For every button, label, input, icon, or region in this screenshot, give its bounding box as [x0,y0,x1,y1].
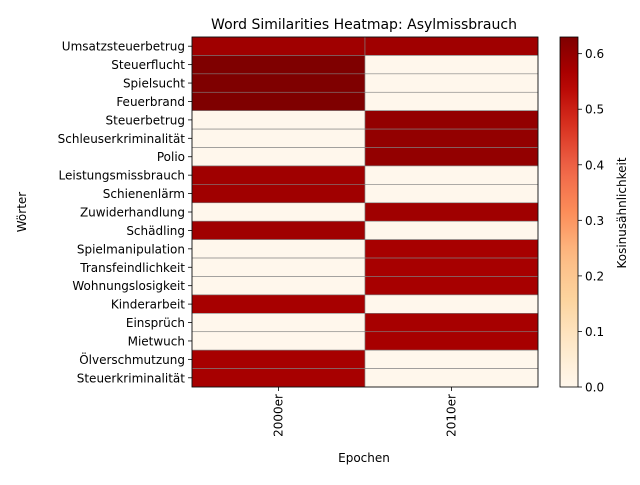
heatmap-cell [364,184,539,204]
heatmap-cell [364,220,539,240]
heatmap-cell [191,294,366,314]
heatmap-cell [364,147,539,167]
heatmap-cell [191,202,366,222]
heatmap-cell [191,239,366,259]
heatmap-cell [364,276,539,296]
heatmap-cell [191,349,366,369]
y-axis-ticks: Umsatzsteuerbetrug Steuerflucht Spielsucht… [58,40,192,385]
x-tick-label: 2010er [445,394,459,437]
colorbar-tick-label: 0.2 [585,269,604,283]
heatmap-cell [364,91,539,111]
y-tick-label: Steuerkriminalität [77,371,186,385]
heatmap-cell [191,55,366,75]
heatmap-cell [364,331,539,351]
heatmap-cell [191,257,366,277]
heatmap-cell [191,220,366,240]
heatmap-cell [191,91,366,111]
heatmap-cell [191,73,366,93]
y-tick-label: Mietwuch [128,334,185,348]
heatmap-cell [191,184,366,204]
heatmap-cell [364,202,539,222]
y-tick-label: Einsprüch [126,316,185,330]
heatmap-cell [191,276,366,296]
y-tick-label: Umsatzsteuerbetrug [62,40,185,54]
heatmap-cell [364,165,539,185]
y-tick-label: Schädling [126,224,185,238]
y-tick-label: Feuerbrand [116,95,185,109]
colorbar-tick-label: 0.1 [585,325,604,339]
colorbar: 0.0 0.1 0.2 0.3 0.4 0.5 0.6 [559,36,604,395]
heatmap-cell [191,331,366,351]
heatmap-cell [364,128,539,148]
y-tick-label: Leistungsmissbrauch [59,169,185,183]
heatmap-cell [191,110,366,130]
y-tick-label: Transfeindlichkeit [79,261,185,275]
y-tick-label: Zuwiderhandlung [80,206,185,220]
heatmap-cell [191,128,366,148]
heatmap-cell [191,165,366,185]
heatmap-cells [191,36,539,388]
x-axis-ticks: 2000er 2010er [272,387,459,437]
heatmap-cell [364,73,539,93]
heatmap-cell [364,313,539,333]
heatmap-cell [364,294,539,314]
heatmap-cell [364,349,539,369]
colorbar-gradient [559,36,579,388]
colorbar-tick-label: 0.6 [585,47,604,61]
colorbar-tick-label: 0.5 [585,103,604,117]
colorbar-tick-label: 0.4 [585,158,604,172]
heatmap-cell [364,368,539,388]
colorbar-tick-label: 0.3 [585,214,604,228]
y-tick-label: Polio [157,150,185,164]
heatmap-cell [191,313,366,333]
y-tick-label: Wohnungslosigkeit [72,279,185,293]
x-axis-label: Epochen [338,451,390,465]
heatmap-cell [364,110,539,130]
heatmap-cell [191,147,366,167]
heatmap-cell [364,36,539,56]
y-tick-label: Kinderarbeit [111,298,185,312]
y-axis-label: Wörter [15,192,29,233]
y-tick-label: Steuerflucht [111,58,185,72]
y-tick-label: Schleuserkriminalität [58,132,186,146]
y-tick-label: Spielsucht [123,77,185,91]
heatmap-cell [364,55,539,75]
heatmap-cell [364,239,539,259]
y-tick-label: Schienenlärm [103,187,185,201]
x-tick-label: 2000er [272,394,286,437]
colorbar-label: Kosinusähnlichkeit [615,157,629,268]
y-tick-label: Steuerbetrug [106,113,186,127]
y-tick-label: Ölverschmutzung [79,351,185,367]
heatmap-cell [191,36,366,56]
heatmap-cell [191,368,366,388]
chart-title: Word Similarities Heatmap: Asylmissbrauc… [211,17,517,33]
colorbar-tick-label: 0.0 [585,381,604,395]
y-tick-label: Spielmanipulation [77,242,185,256]
heatmap-cell [364,257,539,277]
